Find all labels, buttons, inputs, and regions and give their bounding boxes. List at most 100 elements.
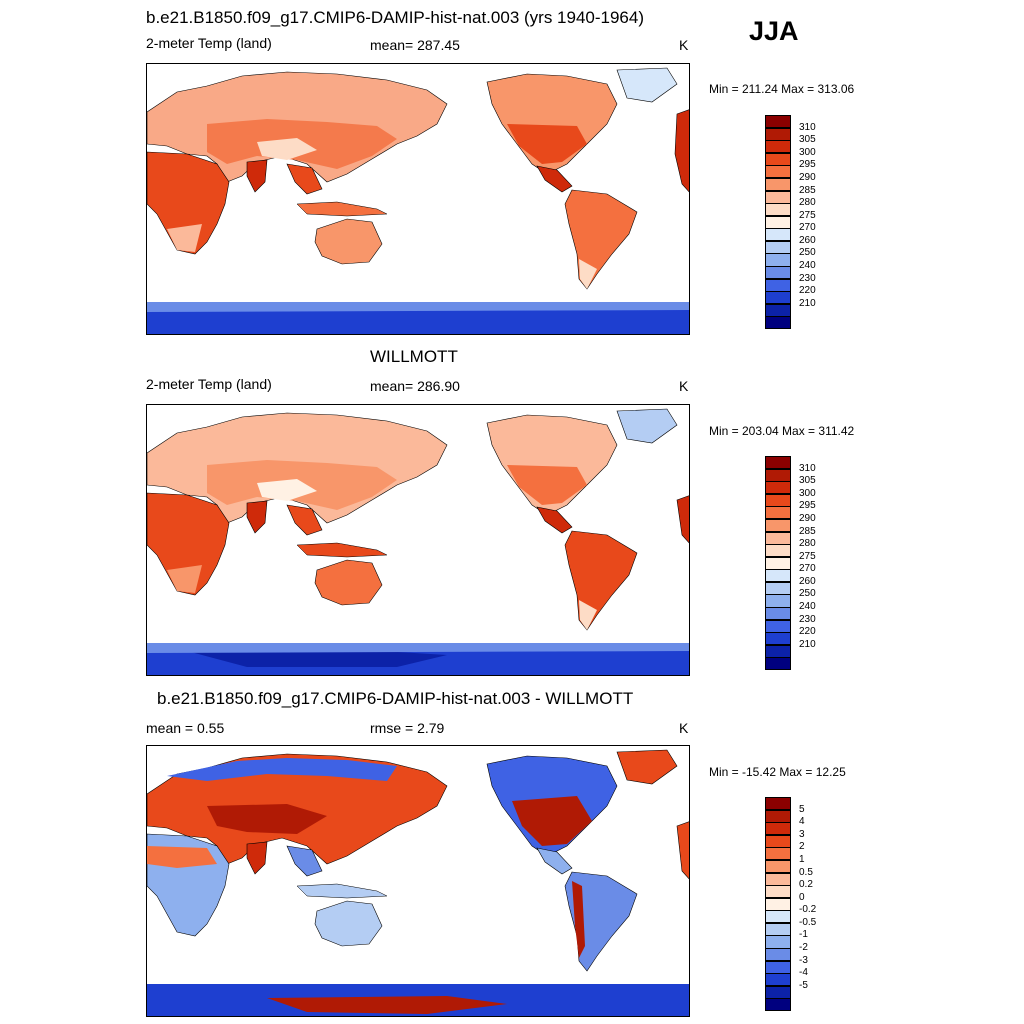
se-asia-landmass (286, 504, 323, 536)
colorbar-tick-label: 270 (799, 563, 816, 575)
panel3-title: b.e21.B1850.f09_g17.CMIP6-DAMIP-hist-nat… (157, 689, 634, 708)
panel2-title: WILLMOTT (370, 347, 458, 366)
panel1-variable-label: 2-meter Temp (land) (146, 35, 272, 51)
indonesia-islands (296, 542, 388, 558)
panel2-mean-label: mean= 286.90 (370, 378, 460, 394)
colorbar-swatch (765, 215, 791, 229)
colorbar-swatch (765, 253, 791, 267)
colorbar-swatch (765, 518, 791, 533)
colorbar-tick-label: 275 (799, 209, 816, 221)
colorbar-swatch (765, 468, 791, 482)
colorbar-swatch (765, 834, 791, 848)
colorbar-swatch (765, 797, 791, 811)
colorbar-swatch (765, 847, 791, 861)
colorbar-swatch (765, 809, 791, 823)
colorbar-tick-label: -1 (799, 929, 808, 941)
antarctica-coast (147, 302, 689, 312)
colorbar-tick-label: 0.5 (799, 866, 813, 878)
colorbar-swatch (765, 481, 791, 495)
sahel-warm-bias (147, 846, 217, 868)
colorbar-swatch (765, 291, 791, 305)
colorbar-tick-label: 240 (799, 260, 816, 272)
se-asia-landmass (286, 163, 323, 195)
colorbar-tick-label: 1 (799, 853, 805, 865)
antarctica-interior (187, 649, 447, 667)
panel1-units-label: K (679, 37, 689, 53)
antarctica-warm-bias (267, 996, 507, 1014)
colorbar-swatch (765, 115, 791, 129)
colorbar-swatch (765, 985, 791, 999)
central-america-landmass (536, 847, 573, 875)
colorbar-swatch (765, 456, 791, 470)
panel1-mean-label: mean= 287.45 (370, 37, 460, 53)
indonesia-islands (296, 883, 388, 899)
colorbar-tick-label: 295 (799, 500, 816, 512)
colorbar-swatch (765, 152, 791, 166)
india-landmass (246, 841, 268, 875)
colorbar-tick-label: 3 (799, 828, 805, 840)
colorbar-swatch (765, 177, 791, 192)
colorbar-tick-label: 290 (799, 512, 816, 524)
panel3-rmse-label: rmse = 2.79 (370, 720, 445, 736)
colorbar-tick-label: 295 (799, 159, 816, 171)
colorbar-tick-label: -0.5 (799, 916, 817, 928)
colorbar-tick-label: 210 (799, 297, 816, 309)
colorbar-swatch (765, 897, 791, 911)
colorbar-swatch (765, 657, 791, 671)
colorbar-swatch (765, 266, 791, 280)
indonesia-islands (296, 201, 388, 217)
iberia-landmass (676, 495, 689, 544)
colorbar-tick-label: 250 (799, 588, 816, 600)
greenland-landmass (616, 67, 678, 103)
colorbar-swatch (765, 493, 791, 507)
colorbar-tick-label: 220 (799, 285, 816, 297)
colorbar-tick-label: 260 (799, 234, 816, 246)
central-america-landmass (536, 165, 573, 193)
greenland-landmass (616, 749, 678, 785)
africa-landmass (147, 492, 230, 596)
colorbar-swatch (765, 240, 791, 254)
colorbar-tick-label: 220 (799, 626, 816, 638)
colorbar-swatch (765, 632, 791, 646)
south-america-landmass (564, 530, 638, 631)
colorbar-swatch (765, 140, 791, 154)
colorbar-swatch (765, 228, 791, 242)
panel3-minmax-label: Min = -15.42 Max = 12.25 (709, 765, 846, 779)
antarctica-coast (147, 643, 689, 653)
colorbar-swatch (765, 644, 791, 658)
iberia-landmass (676, 821, 689, 880)
iberia-landmass (674, 109, 689, 193)
colorbar-swatch (765, 544, 791, 558)
colorbar-tick-label: -2 (799, 942, 808, 954)
colorbar-tick-label: 285 (799, 525, 816, 537)
south-africa-cool (167, 565, 202, 593)
colorbar-swatch (765, 190, 791, 204)
panel2-units-label: K (679, 378, 689, 394)
colorbar-tick-label: 300 (799, 487, 816, 499)
tibet-cool (257, 138, 317, 160)
australia-landmass (314, 218, 383, 265)
colorbar-swatch (765, 822, 791, 836)
colorbar-swatch (765, 556, 791, 570)
arctic-cold-bias (167, 758, 397, 781)
colorbar-swatch (765, 278, 791, 292)
usa-warm-bias (512, 796, 592, 846)
colorbar-swatch (765, 203, 791, 217)
colorbar-swatch (765, 127, 791, 141)
colorbar-tick-label: 250 (799, 247, 816, 259)
africa-landmass (147, 151, 230, 255)
colorbar-swatch (765, 607, 791, 621)
colorbar-tick-label: 275 (799, 550, 816, 562)
colorbar-tick-label: 5 (799, 803, 805, 815)
colorbar-tick-label: 2 (799, 841, 805, 853)
colorbar-swatch (765, 594, 791, 608)
colorbar-tick-label: 230 (799, 613, 816, 625)
colorbar-tick-label: 310 (799, 462, 816, 474)
australia-landmass (314, 900, 383, 947)
colorbar-tick-label: 4 (799, 816, 805, 828)
colorbar-tick-label: 270 (799, 222, 816, 234)
colorbar-swatch (765, 872, 791, 886)
andes-warm-bias (572, 881, 585, 958)
colorbar-swatch (765, 922, 791, 936)
colorbar-swatch (765, 506, 791, 520)
